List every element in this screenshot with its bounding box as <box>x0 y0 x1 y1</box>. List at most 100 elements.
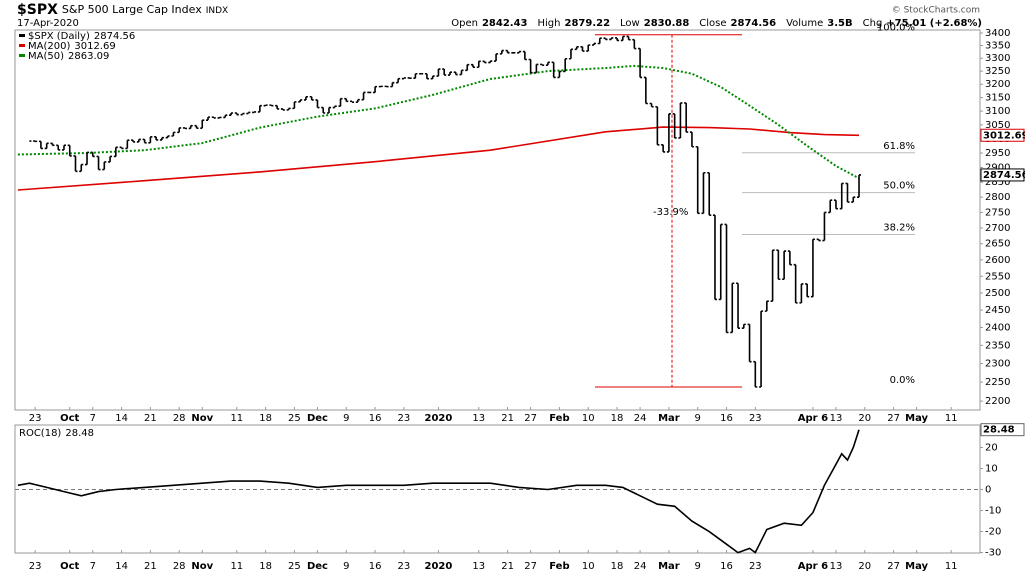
price-bar <box>672 113 677 139</box>
price-bar <box>390 81 395 88</box>
y-tick-label: 2650 <box>985 239 1010 250</box>
x-tick-label: 2020 <box>425 561 453 572</box>
price-bar <box>793 263 798 304</box>
price-bar <box>494 53 499 62</box>
price-bar <box>517 50 522 54</box>
price-bar <box>528 58 533 74</box>
x-tick-label: 20 <box>858 413 871 424</box>
price-bar <box>171 131 176 137</box>
x-tick-label: 25 <box>288 561 301 572</box>
x-tick-label: 27 <box>887 413 900 424</box>
price-bar <box>649 102 654 108</box>
y-tick-label: 3150 <box>985 93 1010 104</box>
price-bar <box>816 238 821 242</box>
price-bar <box>119 146 124 150</box>
price-bar <box>695 145 700 215</box>
price-bar <box>361 91 366 101</box>
price-bar <box>142 138 147 144</box>
price-bar <box>488 60 493 64</box>
price-bar <box>85 151 90 166</box>
legend-value: 2863.09 <box>68 51 109 62</box>
price-bar <box>499 49 504 55</box>
price-bar <box>453 71 458 76</box>
price-bar <box>638 47 643 79</box>
price-bar <box>223 114 228 119</box>
price-bar <box>701 171 706 215</box>
price-bar <box>182 127 187 130</box>
price-bar <box>476 60 481 69</box>
subtitle: S&P 500 Large Cap Index <box>62 3 202 16</box>
price-bar <box>465 63 470 72</box>
price-bar <box>851 196 856 203</box>
price-bar <box>592 42 596 46</box>
x-tick-label: Feb <box>549 413 569 424</box>
price-bar <box>753 360 758 388</box>
stat-label: Close <box>699 18 726 29</box>
y-tick-label: 2350 <box>985 340 1010 351</box>
price-bar <box>782 250 787 281</box>
price-bar <box>482 60 487 64</box>
x-tick-label: 28 <box>173 561 186 572</box>
legend-name: $SPX (Daily) <box>28 31 90 42</box>
y-tick-label: 2400 <box>985 323 1010 334</box>
fib-label: 61.8% <box>883 141 915 152</box>
x-tick-label: 23 <box>29 413 42 424</box>
x-tick-label: Feb <box>549 561 569 572</box>
value-box-label: 2874.56 <box>983 170 1025 181</box>
x-tick-label: 24 <box>634 561 647 572</box>
x-tick-label: 21 <box>144 413 157 424</box>
price-bar <box>718 223 723 301</box>
price-bar <box>551 61 556 79</box>
price-bar <box>545 61 550 66</box>
price-bar <box>373 85 378 94</box>
price-bar <box>229 112 234 116</box>
x-tick-label: 13 <box>830 561 843 572</box>
price-bar <box>730 282 735 334</box>
price-bar <box>303 95 308 101</box>
stat-value: 3.5B <box>827 18 852 29</box>
price-bar <box>211 116 216 119</box>
y-tick-label: 2250 <box>985 377 1010 388</box>
x-tick-label: 11 <box>945 561 958 572</box>
fib-label: 38.2% <box>883 223 915 234</box>
x-tick-label: 13 <box>830 413 843 424</box>
x-tick-label: Mar <box>658 561 680 572</box>
y-tick-label: 3350 <box>985 41 1010 52</box>
price-bar <box>96 155 101 171</box>
value-box <box>980 128 1025 142</box>
price-bar <box>568 48 573 60</box>
x-tick-label: Nov <box>191 561 213 572</box>
price-bar <box>442 68 447 76</box>
indicator-name: ROC(18) <box>19 428 61 439</box>
price-bar <box>845 182 850 203</box>
legend-entry: $SPX (Daily) 2874.56 <box>28 31 135 42</box>
price-bar <box>459 69 464 76</box>
x-tick-label: May <box>905 413 928 424</box>
y-tick-label: 2800 <box>985 192 1010 203</box>
x-tick-label: Dec <box>307 561 328 572</box>
series-line <box>17 126 860 191</box>
x-tick-label: 16 <box>369 413 382 424</box>
date: 17-Apr-2020 <box>17 18 79 29</box>
price-bar <box>56 144 61 151</box>
price-bar <box>430 75 435 80</box>
x-tick-label: 2020 <box>425 413 453 424</box>
y-tick-label: 10 <box>985 464 998 475</box>
price-bar <box>240 112 245 116</box>
y-tick-label: 2550 <box>985 271 1010 282</box>
x-tick-label: 14 <box>115 561 128 572</box>
y-tick-label: -30 <box>985 548 1001 559</box>
price-bar <box>194 124 199 129</box>
price-bar <box>67 144 72 157</box>
price-bar <box>50 142 55 147</box>
x-tick-label: 18 <box>259 413 272 424</box>
price-bar <box>436 68 441 77</box>
y-tick-label: 3200 <box>985 79 1010 90</box>
price-bar <box>787 250 792 266</box>
exchange: INDX <box>206 6 228 16</box>
x-tick-label: Dec <box>307 413 328 424</box>
fib-label: 50.0% <box>883 181 915 192</box>
price-bar <box>505 49 510 54</box>
